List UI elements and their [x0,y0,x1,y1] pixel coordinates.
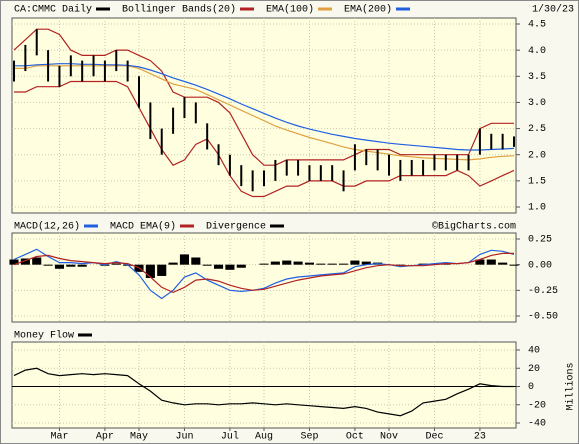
divergence-bar [259,263,269,265]
legend-label: EMA(200) [344,4,392,16]
bollinger-upper [13,28,514,166]
divergence-bar [179,254,189,265]
y-tick-label: 3.5 [528,72,546,83]
y-tick-label: -20 [528,400,546,411]
x-tick-label: Sep [300,432,318,443]
divergence-bar [77,264,87,267]
divergence-bar [54,264,64,269]
money-flow-line [13,367,514,417]
ema-line [14,63,515,151]
x-tick-label: Oct [346,432,364,443]
divergence-bar [145,264,155,279]
y-tick-label: 0.25 [528,235,552,246]
divergence-bar [214,264,224,269]
y-tick-label: 1.0 [528,203,546,214]
divergence-bar [32,257,42,265]
divergence-bar [498,262,508,265]
date-label: 1/30/23 [532,4,574,16]
divergence-bar [191,257,201,265]
panel-header [1,327,578,342]
y-tick-label: 1.5 [528,176,546,187]
divergence-bar [293,261,303,265]
plot-area [11,232,517,323]
divergence-bar [350,260,360,265]
x-tick-label: 23 [474,432,486,443]
divergence-bar [111,263,121,265]
legend-label: MACD EMA(9) [110,221,176,233]
divergence-bar [316,263,326,265]
ema-line [14,65,515,161]
divergence-bar [475,259,485,265]
legend-label: Money Flow [14,330,74,342]
y-tick-label: 2.0 [528,150,546,161]
divergence-bar [304,262,314,265]
divergence-bar [339,263,349,265]
y-tick-label: 40 [528,346,540,357]
divergence-bar [486,259,496,265]
legend-label: MACD(12,26) [14,221,80,233]
y-tick-label: 20 [528,364,540,375]
divergence-bar [202,264,212,266]
panel-header [1,218,578,233]
divergence-bar [282,260,292,265]
x-tick-label: Mar [50,432,68,443]
divergence-bar [168,262,178,265]
x-tick-label: Dec [425,432,443,443]
y-tick-label: 4.0 [528,46,546,57]
y-tick-label: 0.00 [528,260,552,271]
y-tick-label: 3.0 [528,98,546,109]
x-tick-label: May [130,432,148,443]
divergence-bar [20,258,30,265]
divergence-bar [236,264,246,268]
x-tick-label: Nov [380,432,398,443]
x-tick-label: Aug [255,432,273,443]
legend-label: Bollinger Bands(20) [122,4,236,16]
x-tick-label: Apr [96,432,114,443]
y-tick-label: 0 [528,382,534,393]
macd-line [13,252,514,294]
divergence-bar [157,264,167,276]
y-tick-label: 4.5 [528,20,546,31]
divergence-bar [509,264,519,266]
y-tick-label: -40 [528,419,546,430]
y-tick-label: -0.25 [528,286,558,297]
divergence-bar [327,263,337,265]
x-tick-label: Jun [175,432,193,443]
y-tick-label: -0.50 [528,312,558,323]
watermark: ©BigCharts.com [432,221,516,233]
divergence-bar [66,264,76,267]
divergence-bar [361,261,371,265]
divergence-bar [270,261,280,265]
x-tick-label: Jul [221,431,239,443]
divergence-bar [43,264,53,266]
panel-header [1,1,578,18]
divergence-bar [9,259,19,265]
divergence-bar [225,264,235,270]
legend-label: Divergence [206,221,266,233]
y-tick-label: 2.5 [528,124,546,135]
y-axis-label: Millions [565,362,577,410]
bollinger-lower [14,80,515,198]
legend-label: EMA(100) [266,4,314,16]
legend-label: CA:CMMC Daily [14,4,92,16]
